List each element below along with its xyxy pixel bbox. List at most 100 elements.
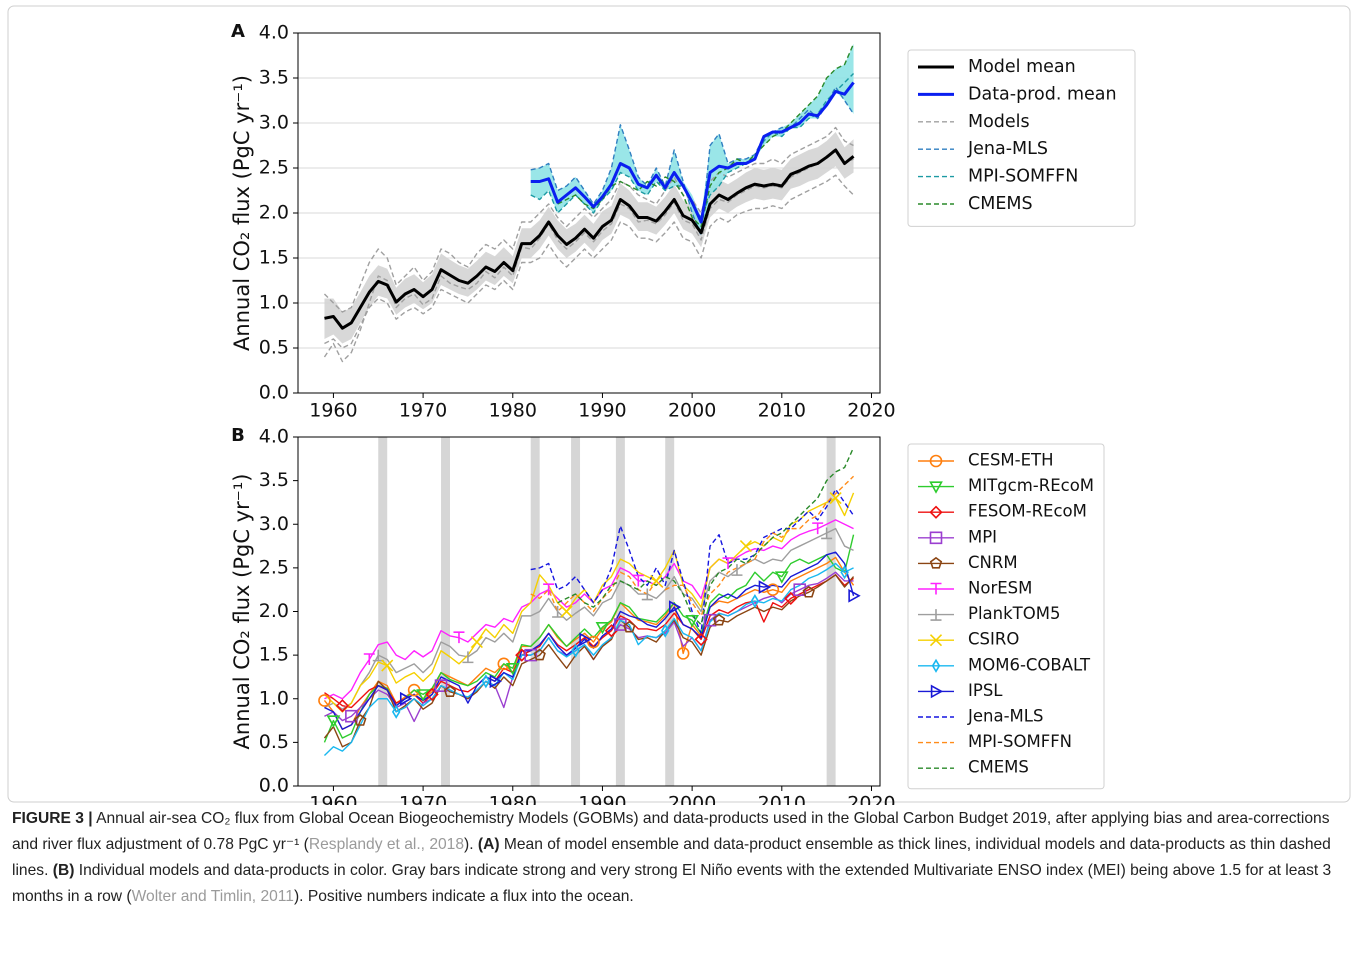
caption-link[interactable]: Resplandy et al., 2018 [308,836,465,853]
spread-band [530,43,854,236]
legend-label: Models [968,112,1030,132]
marker [363,653,375,665]
marker [821,527,833,540]
marker [712,613,726,626]
marker [930,684,944,699]
x-tick-label: 1990 [578,793,626,806]
marker [931,658,941,673]
caption-link[interactable]: Wolter and Timlin, 2011 [131,888,294,905]
plot-area [298,33,880,393]
model-line [324,174,855,349]
legend-label: CSIRO [968,630,1019,649]
x-tick-label: 2020 [847,400,895,422]
caption-text: (B) [52,862,75,879]
x-tick-label: 2010 [758,400,806,422]
model-line [323,126,854,313]
legend-label: IPSL [968,681,1003,700]
marker [335,699,350,713]
legend-label: CESM-ETH [968,451,1054,470]
series-line [530,86,855,237]
marker [784,591,798,606]
marker [766,583,780,596]
series-line [323,492,855,713]
x-tick-label: 1960 [309,793,357,806]
marker [587,635,600,649]
marker [434,679,448,692]
model-line [323,147,854,363]
caption-text: ). [464,836,478,853]
marker [381,659,394,672]
series-line [557,447,855,626]
series-line [557,43,855,228]
caption-text: FIGURE 3 | [12,810,93,827]
legend-label: CMEMS [968,194,1033,214]
y-tick-label: 3.5 [259,67,289,89]
caption-text: (A) [477,836,500,853]
legend-label: Jena-MLS [967,139,1048,159]
el-nino-bar [826,437,836,786]
marker [685,615,699,628]
marker [694,632,708,647]
y-axis-label: Annual CO₂ flux (PgC yr⁻¹) [230,75,254,351]
x-tick-label: 1990 [578,400,626,422]
marker [750,593,760,609]
marker [929,556,943,569]
marker [929,454,943,468]
marker [571,643,580,658]
marker [462,651,474,664]
y-tick-label: 0.5 [259,731,289,753]
marker [595,622,610,635]
marker [533,648,546,661]
caption-text: Mean of model ensemble and data-product … [12,836,1331,879]
marker [326,715,341,728]
marker [399,691,413,706]
panel-label: B [231,425,245,446]
legend-label: MPI-SOMFFN [968,167,1078,187]
caption-text: ). Positive numbers indicate a flux into… [293,888,634,905]
marker [354,714,367,726]
marker [453,631,465,644]
marker [929,531,943,545]
y-tick-label: 2.5 [259,556,289,578]
marker [703,613,717,627]
x-tick-label: 2000 [668,400,716,422]
marker [632,574,644,587]
y-tick-label: 1.0 [259,292,289,314]
series-line [323,574,855,748]
figure: 0.0 0.5 1.0 1.5 2.0 2.5 3.0 3.5 4.0 1960 1970 1980 1… [7,5,1351,806]
marker [840,565,849,580]
caption-text: Annual air-sea CO₂ flux from Global Ocea… [12,810,1330,853]
legend-label: MPI [968,527,997,546]
caption-text: Individual models and data-products in c… [12,862,1332,905]
marker [739,539,752,553]
marker [848,588,861,603]
x-tick-label: 1960 [309,400,357,422]
marker [623,620,636,633]
marker [318,694,331,707]
x-tick-label: 1980 [489,400,537,422]
marker [543,583,555,596]
marker [391,704,401,719]
el-nino-bar [530,437,540,786]
marker [416,689,430,702]
y-tick-label: 4.0 [259,426,289,448]
y-tick-label: 3.5 [259,469,289,491]
marker [470,635,483,649]
el-nino-bar [571,437,581,786]
marker [722,557,734,570]
x-tick-label: 2010 [758,793,806,806]
marker [930,609,942,621]
y-tick-label: 2.0 [259,600,289,622]
y-tick-label: 1.0 [259,687,289,709]
x-tick-label: 1970 [399,793,447,806]
y-tick-label: 0.0 [259,775,289,797]
legend-label: MITgcm-REcoM [968,476,1094,495]
legend-label: CNRM [968,553,1018,572]
panel-label: A [231,21,245,42]
marker [929,481,943,494]
legend-label: FESOM-REcoM [968,502,1087,521]
series-line [530,81,855,224]
plot-area [323,437,855,786]
marker [676,647,690,660]
y-tick-label: 0.5 [259,337,289,359]
